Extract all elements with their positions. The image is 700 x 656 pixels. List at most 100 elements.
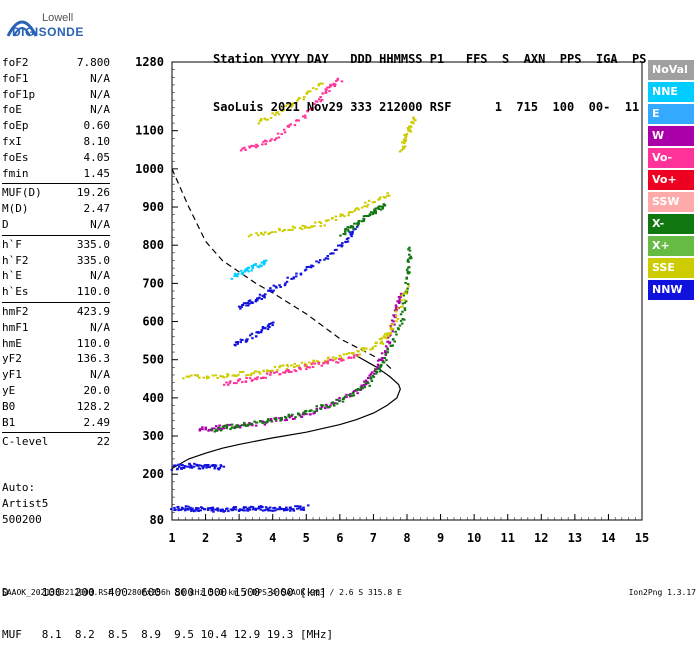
x-tick-label: 10	[467, 531, 481, 545]
echo-point	[273, 371, 276, 374]
echo-point	[264, 143, 267, 146]
echo-point	[359, 386, 363, 389]
echo-point	[348, 394, 351, 397]
echo-point	[190, 374, 193, 377]
echo-point	[265, 372, 269, 375]
echo-point	[410, 121, 413, 124]
echo-point	[298, 414, 302, 417]
echo-point	[236, 272, 240, 275]
echo-point	[320, 364, 323, 367]
echo-point	[232, 382, 236, 385]
echo-point	[205, 375, 209, 378]
echo-point	[262, 140, 265, 143]
echo-point	[298, 367, 302, 370]
echo-point	[307, 504, 310, 507]
echo-point	[304, 268, 308, 271]
echo-point	[262, 294, 266, 297]
param-value: N/A	[90, 71, 110, 85]
echo-point	[290, 277, 293, 280]
x-tick-label: 9	[437, 531, 444, 545]
echo-point	[344, 227, 347, 230]
echo-point	[304, 365, 307, 368]
echo-point	[297, 364, 301, 367]
x-tick-label: 11	[500, 531, 514, 545]
echo-point	[222, 510, 225, 513]
echo-point	[356, 388, 360, 390]
echo-point	[341, 400, 345, 403]
echo-point	[395, 306, 398, 309]
echo-point	[182, 467, 186, 469]
param-row: h`F 335.0	[2, 238, 110, 254]
echo-point	[277, 508, 280, 511]
echo-point	[219, 465, 223, 468]
echo-point	[372, 372, 376, 375]
echo-point	[371, 201, 375, 204]
echo-point	[345, 396, 348, 399]
echo-point	[248, 146, 252, 149]
param-row: foF2 7.800	[2, 56, 110, 72]
echo-point	[371, 374, 375, 377]
echo-point	[343, 215, 346, 218]
echo-point	[382, 196, 386, 198]
echo-point	[397, 328, 400, 331]
echo-point	[284, 282, 287, 285]
param-value: 22	[96, 435, 110, 449]
echo-point	[270, 420, 273, 423]
echo-point	[320, 406, 324, 408]
echo-point	[255, 378, 258, 381]
param-name: fxI	[2, 134, 22, 148]
param-value: 8.10	[83, 134, 111, 148]
echo-point	[345, 353, 348, 356]
echo-point	[369, 377, 373, 380]
echo-point	[326, 86, 329, 89]
echo-point	[348, 231, 352, 234]
echo-point	[257, 266, 261, 269]
param-row: M(D) 2.47	[2, 202, 110, 218]
echo-point	[239, 338, 243, 341]
echo-point	[404, 292, 408, 295]
echo-point	[263, 423, 267, 426]
echo-point	[254, 377, 257, 380]
param-value: N/A	[90, 87, 110, 101]
echo-point	[286, 508, 289, 511]
echo-point	[238, 508, 241, 511]
echo-point	[394, 304, 398, 307]
echo-point	[273, 417, 276, 420]
echo-point	[247, 270, 250, 273]
echo-point	[241, 272, 244, 274]
y-tick-label: 1000	[135, 162, 164, 176]
echo-point	[368, 374, 371, 377]
echo-point	[385, 359, 388, 362]
echo-point	[364, 381, 367, 384]
echo-point	[264, 376, 267, 379]
echo-point	[333, 249, 337, 251]
echo-point	[341, 357, 344, 360]
echo-point	[405, 268, 409, 271]
echo-point	[313, 411, 316, 414]
echo-point	[248, 423, 252, 426]
echo-point	[344, 230, 347, 233]
echo-point	[281, 109, 284, 112]
echo-point	[315, 407, 318, 410]
x-tick-label: 8	[403, 531, 410, 545]
echo-point	[246, 338, 249, 341]
echo-point	[363, 380, 366, 383]
echo-point	[336, 78, 339, 81]
echo-point	[282, 371, 285, 374]
echo-point	[291, 228, 294, 231]
echo-point	[361, 387, 364, 390]
echo-point	[405, 133, 409, 135]
param-row: foF1p N/A	[2, 88, 110, 104]
echo-point	[345, 393, 348, 396]
echo-point	[399, 292, 403, 295]
echo-point	[407, 129, 410, 132]
param-value: 423.9	[76, 304, 110, 318]
echo-point	[369, 211, 373, 214]
echo-point	[252, 372, 255, 375]
echo-point	[379, 359, 382, 361]
echo-point	[406, 287, 409, 290]
echo-point	[315, 409, 319, 412]
echo-point	[214, 508, 218, 511]
echo-point	[398, 150, 402, 153]
echo-point	[263, 327, 267, 330]
